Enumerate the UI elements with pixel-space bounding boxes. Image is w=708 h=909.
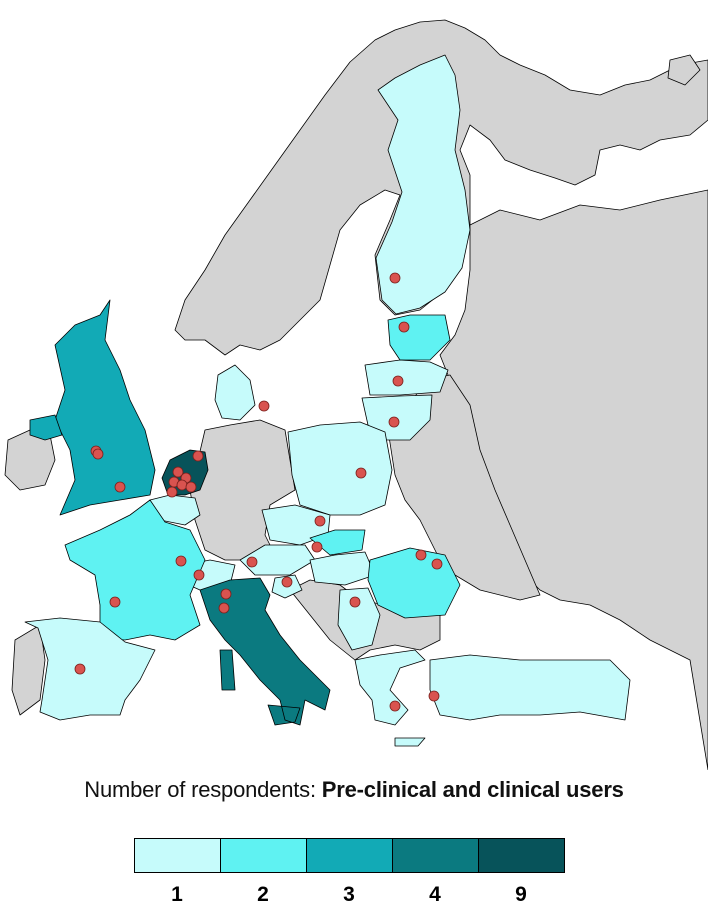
site-marker <box>172 466 184 478</box>
site-marker <box>74 663 86 675</box>
legend-swatch-1 <box>134 838 221 873</box>
site-marker <box>175 555 187 567</box>
site-marker <box>428 690 440 702</box>
site-marker <box>415 549 427 561</box>
country-latvia <box>364 359 449 396</box>
legend-label: 1 <box>171 883 183 906</box>
respondent-countries <box>24 54 631 747</box>
legend-title-prefix: Number of respondents: <box>84 777 322 802</box>
legend-title-emphasis: Pre-clinical and clinical users <box>321 777 624 802</box>
country-denmark <box>214 364 256 421</box>
site-marker <box>389 272 401 284</box>
site-marker <box>311 541 323 553</box>
country-slovakia <box>309 529 366 556</box>
country-poland <box>287 421 393 516</box>
site-marker <box>246 556 258 568</box>
country-ukraine <box>387 374 541 601</box>
legend-label: 4 <box>429 883 441 906</box>
site-marker <box>388 416 400 428</box>
site-marker <box>193 569 205 581</box>
site-marker <box>185 481 197 493</box>
country-turkey <box>429 654 631 721</box>
country-greece <box>354 649 426 747</box>
country-italy <box>199 577 331 726</box>
site-marker <box>392 375 404 387</box>
site-marker <box>218 602 230 614</box>
site-marker <box>398 321 410 333</box>
site-markers <box>74 272 443 712</box>
legend-swatch-3 <box>306 838 393 873</box>
legend-labels: 1 2 3 4 9 <box>134 883 564 907</box>
legend-swatch-9 <box>478 838 565 873</box>
site-marker <box>114 481 126 493</box>
site-marker <box>258 400 270 412</box>
legend-title: Number of respondents: Pre-clinical and … <box>0 777 708 803</box>
country-united-kingdom <box>54 299 156 516</box>
site-marker <box>176 479 188 491</box>
site-marker <box>281 576 293 588</box>
country-spain <box>24 617 156 721</box>
country-serbia <box>337 587 381 651</box>
color-legend <box>134 838 565 873</box>
legend-label: 9 <box>515 883 527 906</box>
site-marker <box>192 450 204 462</box>
site-marker <box>355 467 367 479</box>
site-marker <box>220 588 232 600</box>
site-marker <box>314 515 326 527</box>
site-marker <box>166 486 178 498</box>
site-marker <box>92 448 104 460</box>
legend-swatch-2 <box>220 838 307 873</box>
site-marker <box>349 596 361 608</box>
country-russia <box>439 189 708 770</box>
island-svalbard <box>667 54 701 86</box>
legend-label: 2 <box>257 883 269 906</box>
site-marker <box>109 596 121 608</box>
site-marker <box>431 558 443 570</box>
country-france <box>64 499 206 641</box>
legend-label: 3 <box>343 883 355 906</box>
europe-map <box>4 19 708 770</box>
legend-swatch-4 <box>392 838 479 873</box>
site-marker <box>389 700 401 712</box>
country-ireland <box>29 414 63 441</box>
country-finland <box>375 54 471 315</box>
